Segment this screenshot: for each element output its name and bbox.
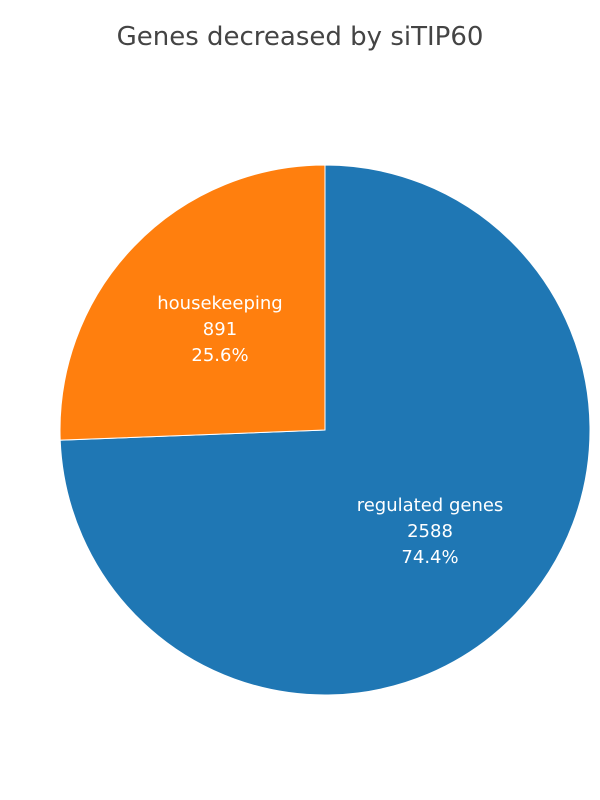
pie-labels: regulated genes 2588 74.4% housekeeping 891 2… [157,293,503,568]
chart-title: Genes decreased by siTIP60 [116,22,484,52]
slice-percent: 74.4% [401,547,458,568]
slice-label-housekeeping: housekeeping 891 25.6% [157,293,282,366]
slice-value: 891 [203,319,237,340]
pie-slice-housekeeping[interactable] [59,164,326,441]
pie-slices [59,164,591,696]
slice-label-regulated-genes: regulated genes 2588 74.4% [357,495,504,568]
slice-name: housekeeping [157,293,282,314]
slice-percent: 25.6% [191,345,248,366]
slice-value: 2588 [407,521,453,542]
slice-name: regulated genes [357,495,504,516]
